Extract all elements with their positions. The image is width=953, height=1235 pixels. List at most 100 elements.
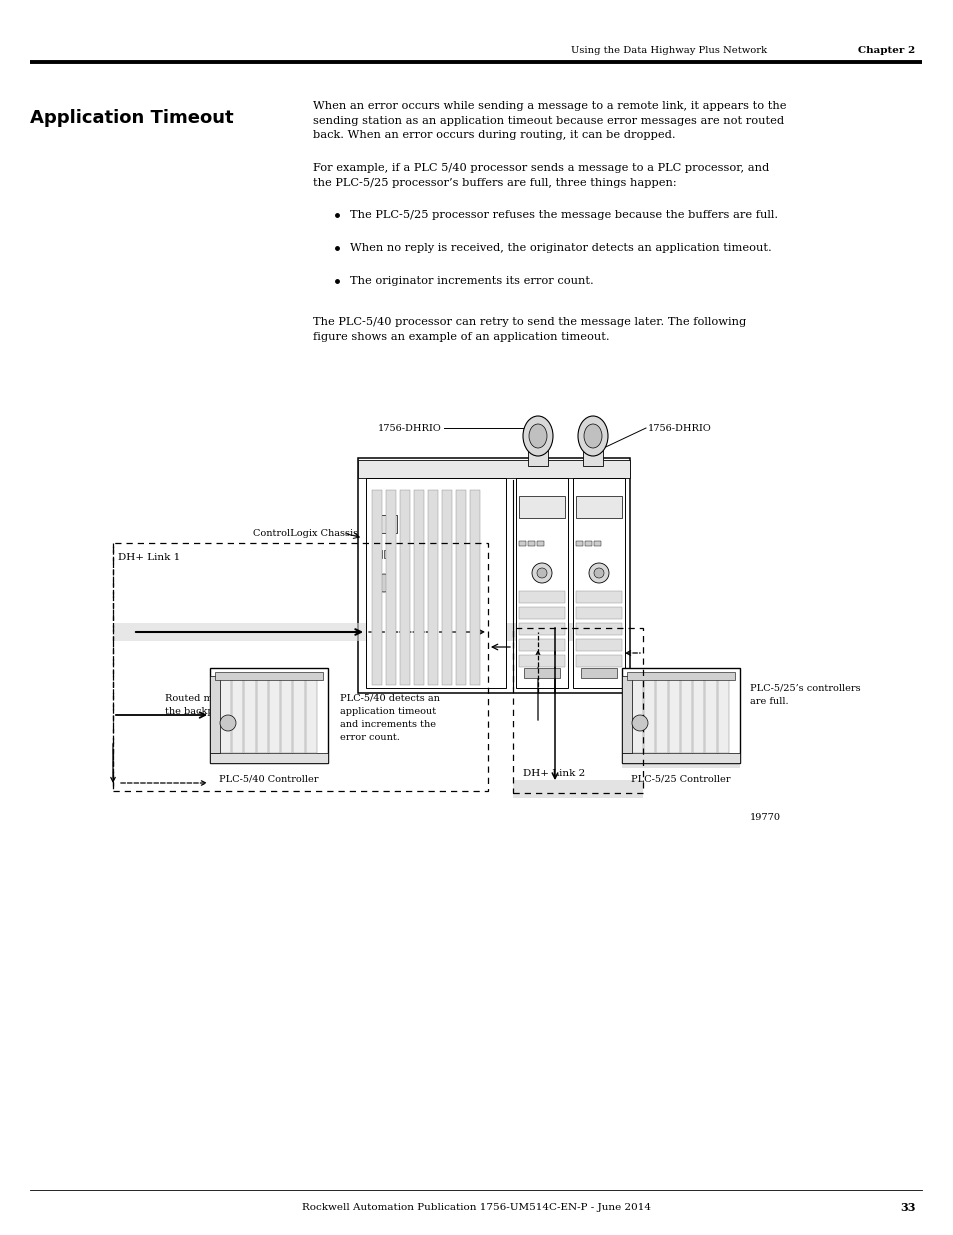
Bar (244, 676, 255, 753)
Bar (513, 781, 642, 798)
Bar (210, 753, 328, 763)
Bar (372, 515, 396, 534)
Bar (428, 490, 437, 685)
Bar (518, 638, 564, 651)
Bar (366, 622, 621, 641)
Text: the backplane.: the backplane. (165, 706, 237, 715)
Bar (112, 622, 488, 641)
Circle shape (588, 563, 608, 583)
Text: The originator increments its error count.: The originator increments its error coun… (350, 275, 593, 287)
Bar (576, 622, 621, 635)
Bar (232, 676, 243, 753)
Bar (518, 541, 525, 546)
Bar (456, 490, 465, 685)
Circle shape (375, 574, 393, 592)
Bar (643, 676, 655, 753)
Bar (705, 676, 716, 753)
Bar (414, 490, 423, 685)
Text: When no reply is received, the originator detects an application timeout.: When no reply is received, the originato… (350, 243, 771, 253)
Circle shape (594, 568, 603, 578)
Bar (305, 676, 316, 753)
Text: error count.: error count. (339, 732, 399, 741)
Bar (527, 541, 535, 546)
Text: PLC-5/40 detects an: PLC-5/40 detects an (339, 694, 439, 703)
Text: 33: 33 (899, 1203, 915, 1214)
Bar (441, 490, 452, 685)
Circle shape (631, 715, 647, 731)
Bar (594, 541, 600, 546)
Text: When an error occurs while sending a message to a remote link, it appears to the: When an error occurs while sending a mes… (313, 101, 785, 111)
Text: Application Timeout: Application Timeout (30, 109, 233, 127)
Bar (621, 668, 740, 763)
Bar (523, 668, 559, 678)
Bar (527, 450, 547, 466)
Bar (621, 750, 740, 768)
Bar (513, 629, 642, 793)
Text: application timeout: application timeout (339, 706, 436, 715)
Bar (294, 676, 304, 753)
Bar (269, 676, 280, 753)
Bar (621, 753, 740, 763)
Text: Routed messages sent over: Routed messages sent over (165, 694, 300, 703)
Bar (281, 676, 293, 753)
Text: PLC-5/40 Controller: PLC-5/40 Controller (219, 774, 318, 783)
Bar (582, 450, 602, 466)
Bar (518, 622, 564, 635)
Ellipse shape (578, 416, 607, 456)
Text: sending station as an application timeout because error messages are not routed: sending station as an application timeou… (313, 116, 783, 126)
Bar (631, 676, 642, 753)
Text: Using the Data Highway Plus Network: Using the Data Highway Plus Network (571, 46, 766, 54)
Text: and increments the: and increments the (339, 720, 436, 729)
Text: 1756-DHRIO: 1756-DHRIO (377, 424, 441, 432)
Bar (576, 496, 621, 517)
Bar (372, 550, 381, 558)
Bar (576, 592, 621, 603)
Text: The PLC-5/40 processor can retry to send the message later. The following: The PLC-5/40 processor can retry to send… (313, 317, 745, 327)
Bar (668, 676, 679, 753)
Text: 19770: 19770 (749, 814, 781, 823)
Ellipse shape (529, 424, 546, 448)
Bar (576, 606, 621, 619)
Text: figure shows an example of an application timeout.: figure shows an example of an applicatio… (313, 331, 609, 342)
Bar (357, 458, 629, 693)
Bar (384, 550, 394, 558)
Text: ControlLogix Chassis: ControlLogix Chassis (253, 529, 357, 537)
Bar (656, 676, 667, 753)
Text: DH+ Link 1: DH+ Link 1 (118, 552, 180, 562)
Bar (256, 676, 268, 753)
Bar (112, 543, 488, 790)
Bar (580, 668, 617, 678)
Ellipse shape (522, 416, 553, 456)
Bar (366, 478, 505, 688)
Bar (518, 592, 564, 603)
Text: the PLC-5/25 processor’s buffers are full, three things happen:: the PLC-5/25 processor’s buffers are ful… (313, 178, 676, 188)
Text: 1756-DHRIO: 1756-DHRIO (647, 424, 711, 432)
Circle shape (537, 568, 546, 578)
Bar (214, 672, 323, 680)
Text: For example, if a PLC 5/40 processor sends a message to a PLC processor, and: For example, if a PLC 5/40 processor sen… (313, 163, 768, 173)
Circle shape (532, 563, 552, 583)
Bar (518, 655, 564, 667)
Text: The PLC-5/25 processor refuses the message because the buffers are full.: The PLC-5/25 processor refuses the messa… (350, 210, 778, 220)
Circle shape (220, 715, 235, 731)
Bar (220, 676, 231, 753)
Bar (210, 676, 220, 753)
Bar (518, 606, 564, 619)
Bar (576, 638, 621, 651)
Bar (584, 541, 592, 546)
Text: PLC-5/25 Controller: PLC-5/25 Controller (631, 774, 730, 783)
Bar (470, 490, 479, 685)
Bar (576, 655, 621, 667)
Text: back. When an error occurs during routing, it can be dropped.: back. When an error occurs during routin… (313, 130, 675, 140)
Bar (717, 676, 728, 753)
Bar (693, 676, 703, 753)
Bar (386, 490, 395, 685)
Bar (372, 490, 381, 685)
Bar (626, 672, 734, 680)
Bar (576, 541, 582, 546)
Bar (357, 459, 629, 478)
Bar (516, 478, 567, 688)
Bar (399, 490, 410, 685)
Bar (621, 676, 631, 753)
Text: are full.: are full. (749, 697, 788, 705)
